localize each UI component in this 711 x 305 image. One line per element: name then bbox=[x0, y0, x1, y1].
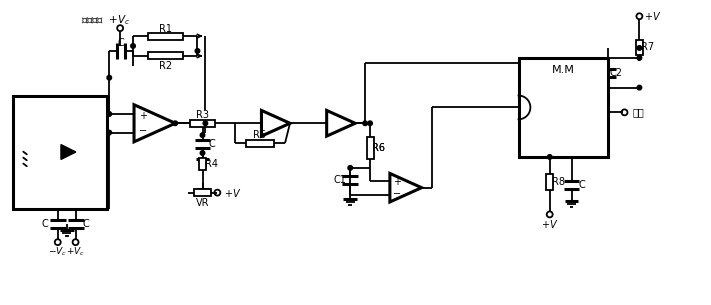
Text: C1: C1 bbox=[334, 175, 347, 185]
Text: 输出: 输出 bbox=[633, 107, 644, 117]
Text: C: C bbox=[118, 38, 124, 48]
Text: R5: R5 bbox=[253, 130, 267, 140]
Circle shape bbox=[107, 75, 112, 80]
Text: $+V$: $+V$ bbox=[224, 187, 242, 199]
Text: $+V$: $+V$ bbox=[644, 10, 662, 22]
Circle shape bbox=[203, 121, 208, 126]
Text: C: C bbox=[41, 219, 48, 229]
Text: +: + bbox=[392, 177, 401, 187]
Text: 光探测器  $+V_c$: 光探测器 $+V_c$ bbox=[80, 13, 130, 27]
Circle shape bbox=[637, 85, 641, 90]
Bar bbox=[148, 52, 183, 59]
Text: R1: R1 bbox=[159, 24, 172, 34]
Text: −: − bbox=[139, 126, 147, 136]
Circle shape bbox=[547, 155, 552, 159]
Circle shape bbox=[363, 121, 368, 126]
Circle shape bbox=[201, 151, 205, 155]
Text: C2: C2 bbox=[609, 68, 622, 78]
Text: VR: VR bbox=[196, 198, 209, 207]
Text: C: C bbox=[82, 219, 89, 229]
Text: R4: R4 bbox=[205, 159, 218, 169]
Text: $+V$: $+V$ bbox=[541, 218, 558, 230]
Bar bbox=[246, 140, 274, 147]
Circle shape bbox=[637, 56, 641, 60]
Text: R8: R8 bbox=[552, 177, 565, 187]
Text: R3: R3 bbox=[196, 110, 209, 120]
Bar bbox=[199, 158, 206, 170]
Bar bbox=[13, 95, 107, 210]
Text: $+V_c$: $+V_c$ bbox=[66, 246, 85, 258]
Bar bbox=[518, 58, 608, 157]
Text: $-V_c$: $-V_c$ bbox=[48, 246, 68, 258]
Text: R7: R7 bbox=[641, 42, 654, 52]
Text: C: C bbox=[208, 139, 215, 149]
Circle shape bbox=[107, 112, 112, 116]
Text: R2: R2 bbox=[159, 61, 172, 71]
Circle shape bbox=[201, 133, 205, 138]
Circle shape bbox=[173, 121, 178, 126]
Bar bbox=[546, 174, 553, 190]
Circle shape bbox=[107, 130, 112, 135]
Bar bbox=[194, 189, 210, 196]
Text: R6: R6 bbox=[373, 143, 385, 153]
Text: +: + bbox=[139, 110, 147, 120]
Circle shape bbox=[368, 121, 373, 126]
Circle shape bbox=[131, 44, 135, 48]
Circle shape bbox=[196, 49, 200, 53]
Bar bbox=[148, 33, 183, 40]
Text: C: C bbox=[578, 180, 585, 190]
Text: M.M: M.M bbox=[552, 65, 574, 75]
Circle shape bbox=[637, 46, 641, 50]
Bar bbox=[636, 40, 643, 55]
Text: −: − bbox=[392, 188, 401, 199]
Circle shape bbox=[348, 166, 353, 170]
Polygon shape bbox=[61, 145, 76, 160]
Text: R6: R6 bbox=[373, 143, 385, 153]
Bar bbox=[367, 137, 373, 159]
Bar bbox=[191, 120, 215, 127]
